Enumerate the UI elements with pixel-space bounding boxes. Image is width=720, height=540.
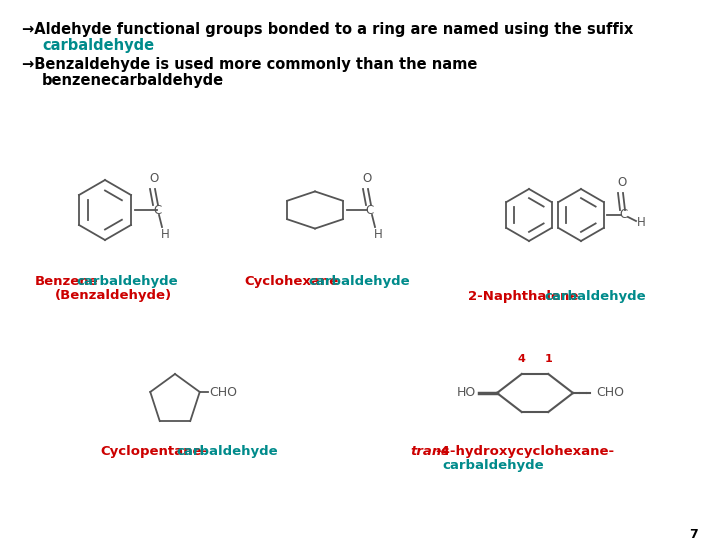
Text: HO: HO [456, 387, 476, 400]
Text: C: C [366, 204, 374, 217]
Text: C: C [620, 208, 628, 221]
Text: →Aldehyde functional groups bonded to a ring are named using the suffix: →Aldehyde functional groups bonded to a … [22, 22, 634, 37]
Text: benzenecarbaldehyde: benzenecarbaldehyde [42, 73, 224, 88]
Text: 2-Naphthalene: 2-Naphthalene [468, 290, 578, 303]
Text: Cyclopentane-: Cyclopentane- [100, 445, 207, 458]
Text: CHO: CHO [596, 387, 624, 400]
Text: carbaldehyde: carbaldehyde [544, 290, 646, 303]
Text: CHO: CHO [210, 387, 238, 400]
Text: carbaldehyde: carbaldehyde [442, 459, 544, 472]
Text: O: O [149, 172, 158, 186]
Text: carbaldehyde: carbaldehyde [309, 275, 410, 288]
Text: 1: 1 [544, 354, 552, 364]
Text: C: C [153, 204, 161, 217]
Text: -4-hydroxycyclohexane-: -4-hydroxycyclohexane- [435, 445, 614, 458]
Text: →Benzaldehyde is used more commonly than the name: →Benzaldehyde is used more commonly than… [22, 57, 477, 72]
Text: H: H [374, 228, 382, 241]
Text: O: O [362, 172, 372, 186]
Text: carbaldehyde: carbaldehyde [176, 445, 278, 458]
Text: (Benzaldehyde): (Benzaldehyde) [55, 289, 172, 302]
Text: Cyclohexane: Cyclohexane [244, 275, 338, 288]
Text: Benzene: Benzene [35, 275, 99, 288]
Text: 4: 4 [518, 354, 526, 364]
Text: carbaldehyde: carbaldehyde [42, 38, 154, 53]
Text: 7: 7 [689, 528, 698, 540]
Text: H: H [161, 228, 169, 241]
Text: O: O [617, 177, 626, 190]
Text: carbaldehyde: carbaldehyde [76, 275, 178, 288]
Text: trans: trans [410, 445, 449, 458]
Text: H: H [636, 217, 645, 230]
